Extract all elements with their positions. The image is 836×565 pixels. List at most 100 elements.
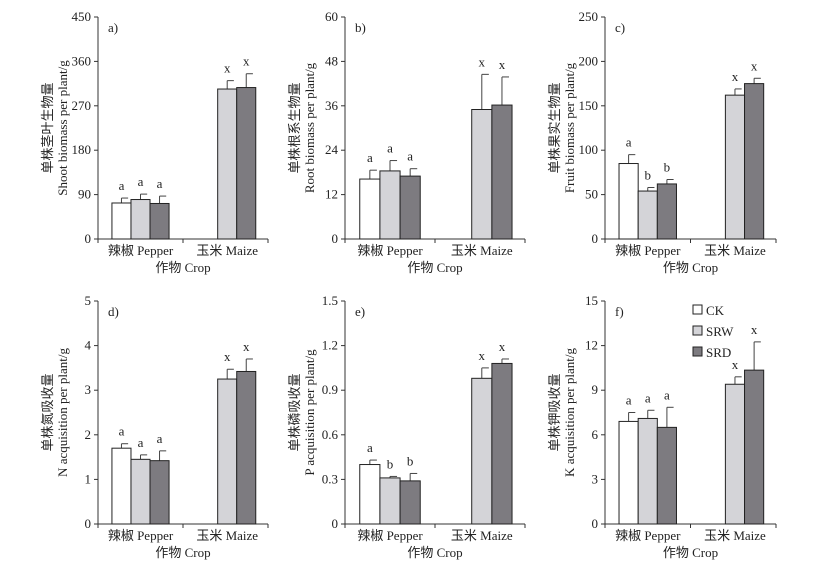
y-tick-label: 0 bbox=[592, 231, 599, 246]
significance-letter: a bbox=[119, 424, 125, 439]
legend: CK SRW SRD bbox=[692, 303, 734, 360]
y-tick-label: 0.3 bbox=[322, 471, 338, 486]
significance-letter: a bbox=[367, 150, 373, 165]
y-axis-label-cn: 单株氮吸收量 bbox=[40, 373, 55, 451]
bar-srd bbox=[656, 183, 677, 240]
bar-srw bbox=[637, 417, 658, 525]
y-tick-label: 6 bbox=[592, 427, 599, 442]
category-label: 辣椒 Pepper bbox=[357, 243, 423, 258]
legend-label: SRD bbox=[706, 345, 731, 360]
chart-panel-d: 0 1 2 3 4 5 d) 单株氮吸收量 N acquisition per plant/g 辣… bbox=[40, 293, 269, 560]
bar-srw bbox=[637, 190, 658, 240]
chart-panel-f: 0 3 6 9 12 15 f) 单株钾吸收量 K acquisition per plant/… bbox=[547, 293, 777, 560]
category-label: 辣椒 Pepper bbox=[108, 243, 174, 258]
y-tick-label: 90 bbox=[78, 187, 91, 202]
bar-srd bbox=[399, 175, 421, 240]
y-tick-label: 450 bbox=[72, 9, 92, 24]
bar-srd bbox=[236, 87, 257, 240]
category-label: 辣椒 Pepper bbox=[357, 528, 423, 543]
significance-letter: a bbox=[138, 174, 144, 189]
bar-ck bbox=[111, 202, 132, 240]
legend-swatch-srw bbox=[692, 325, 703, 336]
legend-label: SRW bbox=[706, 324, 734, 339]
y-tick-label: 0.9 bbox=[322, 382, 338, 397]
legend-label: CK bbox=[706, 303, 725, 318]
category-label: 玉米 Maize bbox=[704, 243, 766, 258]
significance-letter: x bbox=[751, 58, 758, 73]
significance-letter: a bbox=[119, 178, 125, 193]
significance-letter: b bbox=[645, 167, 652, 182]
bar-srd bbox=[744, 83, 765, 240]
category-label: 辣椒 Pepper bbox=[108, 528, 174, 543]
y-tick-label: 180 bbox=[72, 142, 92, 157]
bar-ck bbox=[359, 178, 381, 240]
bar-srw bbox=[471, 377, 493, 525]
bar-srw bbox=[217, 378, 238, 525]
y-tick-label: 200 bbox=[579, 53, 599, 68]
significance-letter: x bbox=[499, 57, 506, 72]
y-tick-label: 360 bbox=[72, 53, 92, 68]
category-label: 玉米 Maize bbox=[196, 528, 258, 543]
significance-letter: b bbox=[407, 453, 414, 468]
y-tick-label: 0 bbox=[332, 231, 339, 246]
y-axis-label-cn: 单株果实生物量 bbox=[547, 82, 562, 173]
significance-letter: x bbox=[243, 339, 250, 354]
bar-srw bbox=[471, 109, 493, 240]
y-tick-label: 1.5 bbox=[322, 293, 338, 308]
category-label: 玉米 Maize bbox=[704, 528, 766, 543]
category-label: 玉米 Maize bbox=[196, 243, 258, 258]
y-tick-label: 36 bbox=[325, 98, 339, 113]
significance-letter: a bbox=[157, 176, 163, 191]
x-axis-label: 作物 Crop bbox=[155, 545, 210, 560]
x-axis-label: 作物 Crop bbox=[663, 260, 718, 275]
y-axis-label: Shoot biomass per plant/g bbox=[55, 60, 70, 196]
chart-panel-e: 0 0.3 0.6 0.9 1.2 1.5 e) 单株磷吸收量 P acquisition pe… bbox=[287, 293, 526, 560]
category-label: 辣椒 Pepper bbox=[615, 243, 681, 258]
category-label: 辣椒 Pepper bbox=[615, 528, 681, 543]
bar-srd bbox=[744, 369, 765, 525]
y-tick-label: 50 bbox=[585, 187, 598, 202]
significance-letter: b bbox=[664, 160, 671, 175]
y-tick-label: 250 bbox=[579, 9, 599, 24]
y-tick-label: 0.6 bbox=[322, 427, 339, 442]
y-tick-label: 0 bbox=[85, 516, 92, 531]
x-axis-label: 作物 Crop bbox=[155, 260, 210, 275]
y-tick-label: 0 bbox=[332, 516, 339, 531]
bar-srd bbox=[149, 202, 170, 240]
y-tick-label: 150 bbox=[579, 98, 599, 113]
significance-letter: a bbox=[138, 435, 144, 450]
y-tick-label: 9 bbox=[592, 382, 599, 397]
y-axis-label: N acquisition per plant/g bbox=[55, 348, 70, 477]
x-axis-label: 作物 Crop bbox=[407, 260, 462, 275]
bar-srd bbox=[656, 426, 677, 525]
chart-panel-b: 0 12 24 36 48 60 b) 单株根系生物量 Root biomass per pla… bbox=[287, 9, 526, 275]
significance-letter: a bbox=[626, 135, 632, 150]
significance-letter: x bbox=[224, 349, 231, 364]
panel-label: c) bbox=[615, 20, 625, 35]
bar-srd bbox=[149, 460, 170, 525]
bar-srd bbox=[399, 480, 421, 525]
bar-srw bbox=[724, 383, 746, 525]
y-tick-label: 100 bbox=[579, 142, 599, 157]
panel-label: a) bbox=[108, 20, 118, 35]
panel-label: b) bbox=[355, 20, 366, 35]
significance-letter: x bbox=[499, 339, 506, 354]
y-tick-label: 15 bbox=[585, 293, 598, 308]
y-tick-label: 3 bbox=[85, 382, 92, 397]
bar-srw bbox=[724, 94, 746, 240]
significance-letter: a bbox=[664, 387, 670, 402]
bar-srw bbox=[130, 199, 151, 240]
significance-letter: a bbox=[387, 141, 393, 156]
y-tick-label: 4 bbox=[85, 338, 92, 353]
y-tick-label: 12 bbox=[585, 338, 598, 353]
y-axis-label: K acquisition per plant/g bbox=[562, 348, 577, 477]
bar-ck bbox=[111, 447, 132, 525]
y-tick-label: 0 bbox=[592, 516, 599, 531]
y-tick-label: 270 bbox=[72, 98, 92, 113]
bar-srw bbox=[130, 458, 151, 525]
significance-letter: x bbox=[732, 69, 739, 84]
chart-panel-a: 0 90 180 270 360 450 a) 单株茎叶生物量 Shoot biomass pe… bbox=[40, 9, 269, 275]
bar-ck bbox=[359, 464, 381, 525]
y-tick-label: 1 bbox=[85, 471, 92, 486]
category-label: 玉米 Maize bbox=[451, 243, 513, 258]
